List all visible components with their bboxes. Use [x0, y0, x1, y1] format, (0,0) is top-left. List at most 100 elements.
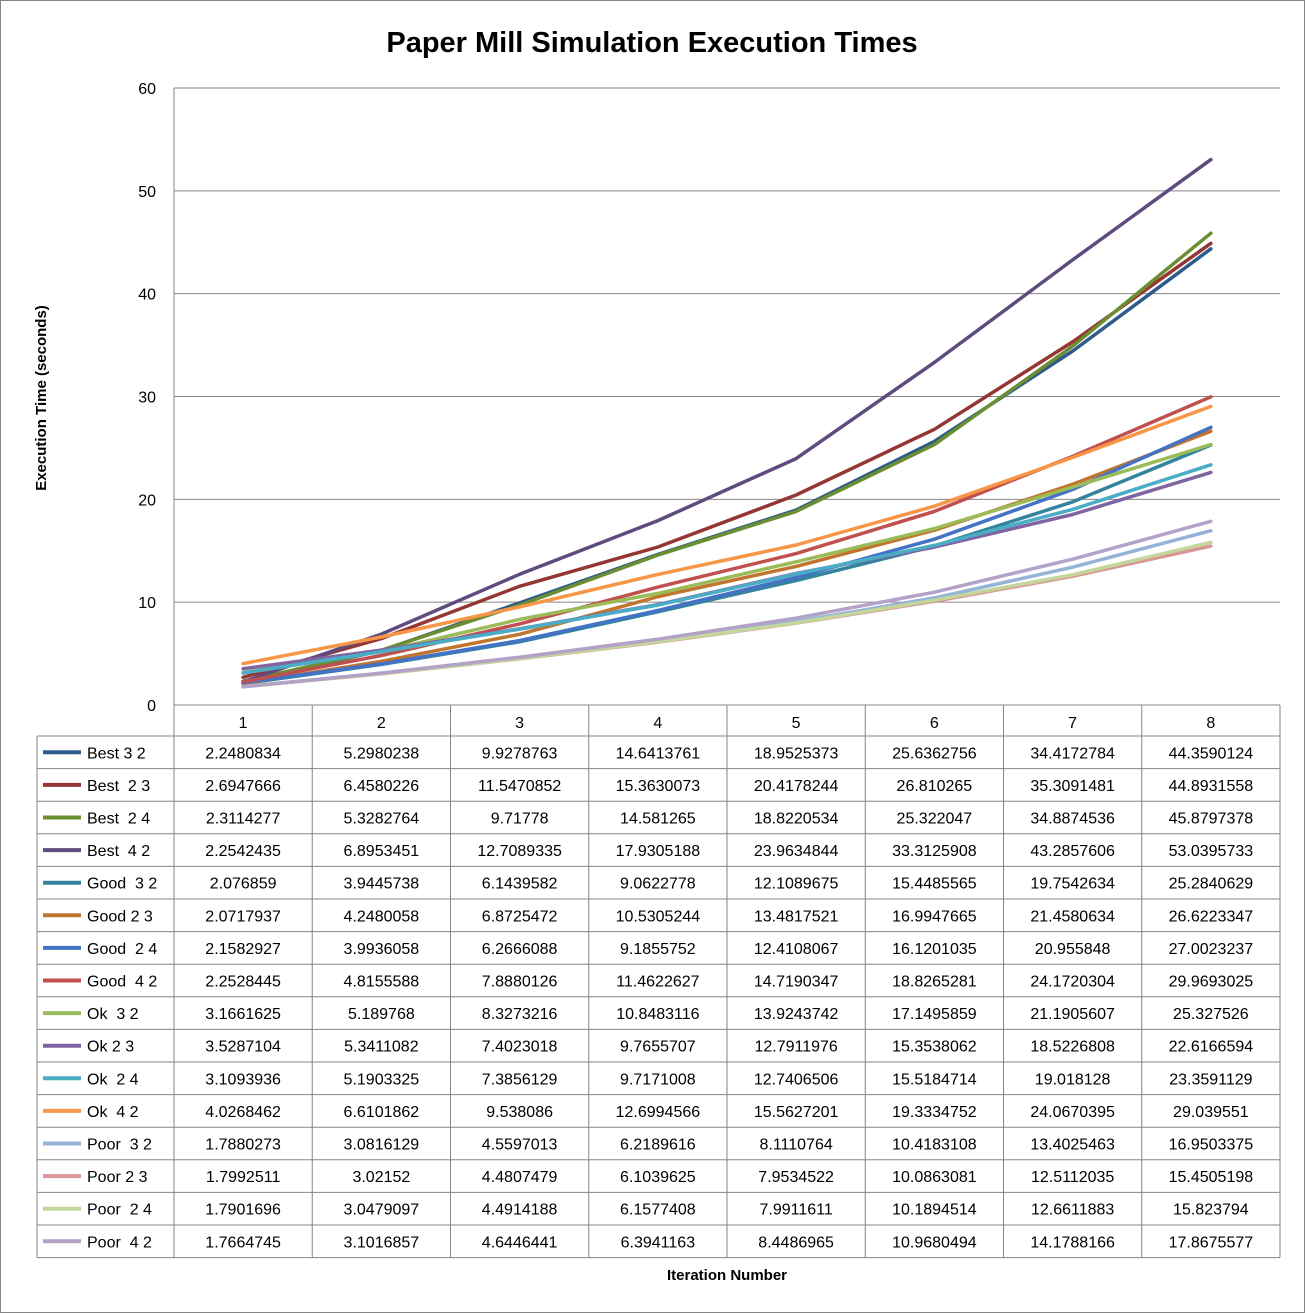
table-cell: 18.8220534: [754, 811, 839, 828]
table-cell: 6.1577408: [620, 1202, 696, 1219]
data-table: 1 2 3 4 5 6 7 8 Best 3 2 2.2480834 5.2980238 9.9278…: [36, 704, 1281, 1259]
table-cell: 15.3630073: [616, 778, 701, 795]
table-cell: 22.6166594: [1169, 1039, 1254, 1056]
y-tick-label: 60: [138, 81, 156, 98]
table-cell: 25.2840629: [1169, 876, 1254, 893]
table-row: Best 4 2 2.2542435 6.8953451 12.7089335 17.9…: [43, 843, 1253, 860]
table-cell: 3.1661625: [205, 1006, 281, 1023]
table-cell: 6.8953451: [344, 843, 420, 860]
legend-label: Ok 2 4: [87, 1071, 139, 1088]
x-axis-title: Iteration Number: [667, 1267, 787, 1284]
table-cell: 2.3114277: [206, 811, 281, 828]
table-cell: 3.9936058: [344, 941, 420, 958]
table-cell: 14.581265: [620, 811, 696, 828]
table-cell: 3.9445738: [344, 876, 420, 893]
table-cell: 9.71778: [491, 811, 549, 828]
table-cell: 19.7542634: [1030, 876, 1115, 893]
series-line-11: [241, 404, 1213, 666]
table-cell: 3.5287104: [205, 1039, 281, 1056]
gridlines: [173, 87, 1280, 705]
table-cell: 9.9278763: [482, 745, 558, 762]
table-cell: 16.9503375: [1169, 1137, 1254, 1154]
legend-label: Poor 3 2: [87, 1137, 152, 1154]
table-cell: 16.9947665: [892, 908, 977, 925]
table-row: Poor 3 2 1.7880273 3.0816129 4.5597013 6.218…: [43, 1137, 1253, 1154]
y-axis-title: Execution Time (seconds): [33, 305, 50, 491]
table-cell: 12.1089675: [754, 876, 839, 893]
series-line-0: [241, 247, 1213, 684]
table-cell: 15.5627201: [754, 1104, 839, 1121]
table-cell: 2.2542435: [205, 843, 281, 860]
table-cell: 12.7911976: [754, 1039, 837, 1056]
table-cell: 15.823794: [1173, 1202, 1249, 1219]
table-cell: 35.3091481: [1030, 778, 1115, 795]
table-cell: 5.3411082: [344, 1039, 419, 1056]
y-tick-label: 30: [138, 390, 156, 407]
table-cell: 1.7880273: [205, 1137, 281, 1154]
table-cell: 2.076859: [210, 876, 277, 893]
table-cell: 24.0670395: [1030, 1104, 1115, 1121]
table-cell: 4.0268462: [205, 1104, 281, 1121]
table-cell: 14.6413761: [616, 745, 701, 762]
chart-title: Paper Mill Simulation Execution Times: [386, 27, 917, 59]
table-cell: 14.7190347: [754, 974, 839, 991]
table-cell: 34.4172784: [1030, 745, 1115, 762]
table-cell: 12.7406506: [754, 1071, 839, 1088]
table-cell: 21.1905607: [1030, 1006, 1115, 1023]
series-line-15: [241, 519, 1213, 689]
table-cell: 25.322047: [897, 811, 973, 828]
table-row: Good 4 2 2.2528445 4.8155588 7.8880126 11.46…: [43, 974, 1253, 991]
table-row: Ok 3 2 3.1661625 5.189768 8.3273216 10.84831…: [43, 1006, 1249, 1023]
legend-label: Ok 4 2: [87, 1104, 139, 1121]
table-cell: 3.1093936: [205, 1071, 281, 1088]
table-cell: 7.3856129: [482, 1071, 558, 1088]
table-cell: 18.9525373: [754, 745, 839, 762]
table-cell: 9.7171008: [620, 1071, 696, 1088]
legend-label: Poor 2 4: [87, 1202, 152, 1219]
table-cell: 12.6611883: [1031, 1202, 1114, 1219]
series-line-2: [241, 231, 1213, 683]
table-cell: 5.2980238: [344, 745, 420, 762]
legend-label: Best 2 3: [87, 778, 150, 795]
legend-label: Poor 4 2: [87, 1234, 152, 1251]
table-cell: 27.0023237: [1169, 941, 1254, 958]
series-line-6: [241, 425, 1213, 685]
legend-label: Best 2 4: [87, 811, 150, 828]
table-cell: 18.8265281: [892, 974, 977, 991]
table-cell: 6.6101862: [344, 1104, 420, 1121]
table-row: Ok 2 3 3.5287104 5.3411082 7.4023018 9.76557…: [43, 1039, 1253, 1056]
table-row: Poor 2 3 1.7992511 3.02152 4.4807479 6.10396…: [43, 1169, 1253, 1186]
series-lines: [241, 157, 1213, 689]
table-cell: 3.0479097: [344, 1202, 420, 1219]
table-cell: 8.3273216: [482, 1006, 558, 1023]
table-cell: 11.4622627: [616, 974, 699, 991]
table-cell: 13.4817521: [754, 908, 839, 925]
table-cell: 12.7089335: [477, 843, 562, 860]
table-cell: 25.327526: [1173, 1006, 1249, 1023]
table-cell: 12.6994566: [616, 1104, 701, 1121]
table-cell: 34.8874536: [1030, 811, 1115, 828]
table-cell: 17.1495859: [892, 1006, 977, 1023]
table-cell: 2.1582927: [205, 941, 281, 958]
table-cell: 4.5597013: [482, 1137, 558, 1154]
table-cell: 1.7992511: [206, 1169, 281, 1186]
table-cell: 33.3125908: [892, 843, 977, 860]
table-cell: 15.4485565: [892, 876, 977, 893]
table-cell: 17.8675577: [1169, 1234, 1254, 1251]
table-cell: 20.4178244: [754, 778, 839, 795]
table-cell: 26.810265: [897, 778, 973, 795]
table-row: Good 3 2 2.076859 3.9445738 6.1439582 9.0622…: [43, 876, 1253, 893]
x-tick-label: 1: [239, 715, 248, 732]
table-cell: 9.1855752: [620, 941, 696, 958]
table-cell: 1.7664745: [205, 1234, 281, 1251]
table-row: Ok 4 2 4.0268462 6.6101862 9.538086 12.69945…: [43, 1104, 1249, 1121]
table-cell: 25.6362756: [892, 745, 977, 762]
table-cell: 4.2480058: [344, 908, 420, 925]
legend-label: Good 4 2: [87, 974, 157, 991]
table-cell: 9.0622778: [620, 876, 696, 893]
table-cell: 17.9305188: [616, 843, 701, 860]
legend-label: Good 2 4: [87, 941, 157, 958]
table-cell: 7.8880126: [482, 974, 558, 991]
x-tick-label: 7: [1068, 715, 1077, 732]
table-cell: 23.9634844: [754, 843, 839, 860]
